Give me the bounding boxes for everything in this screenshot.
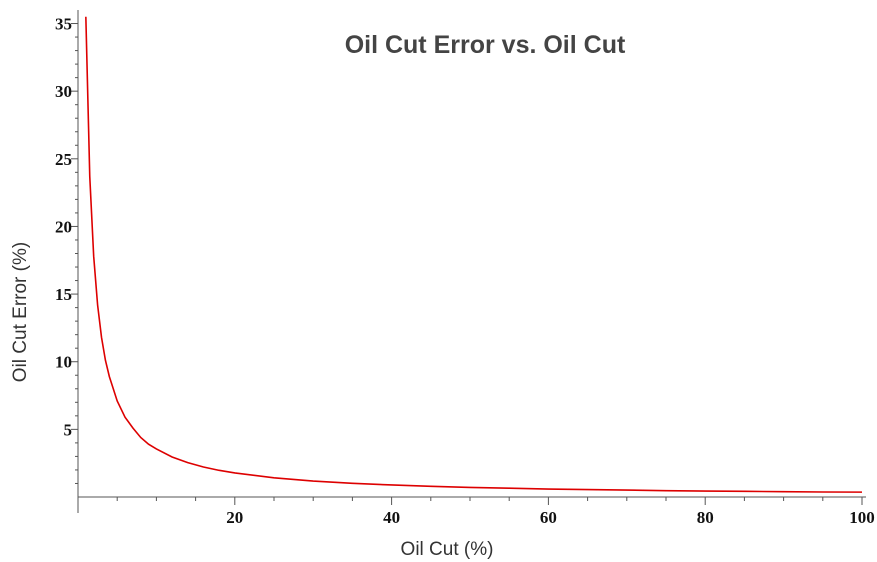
y-tick-label: 15 bbox=[55, 285, 72, 304]
y-tick-label: 25 bbox=[55, 150, 72, 169]
y-tick-label: 20 bbox=[55, 217, 72, 236]
x-axis-label: Oil Cut (%) bbox=[401, 539, 494, 560]
x-tick-label: 20 bbox=[226, 508, 243, 527]
x-tick-label: 100 bbox=[849, 508, 875, 527]
y-tick-label: 35 bbox=[55, 15, 72, 34]
x-tick-label: 40 bbox=[383, 508, 400, 527]
series-line bbox=[85, 16, 863, 493]
x-tick-label: 60 bbox=[540, 508, 557, 527]
ticks bbox=[71, 23, 863, 505]
chart-title: Oil Cut Error vs. Oil Cut bbox=[345, 31, 626, 59]
y-tick-label: 30 bbox=[55, 82, 72, 101]
tick-labels: 20 40 60 80 100 5 10 15 20 25 30 35 bbox=[55, 15, 875, 527]
x-tick-label: 80 bbox=[697, 508, 714, 527]
y-tick-label: 5 bbox=[64, 420, 73, 439]
axes bbox=[77, 10, 866, 513]
y-tick-label: 10 bbox=[55, 353, 72, 372]
series-group bbox=[85, 16, 863, 493]
y-axis-label: Oil Cut Error (%) bbox=[10, 242, 31, 382]
